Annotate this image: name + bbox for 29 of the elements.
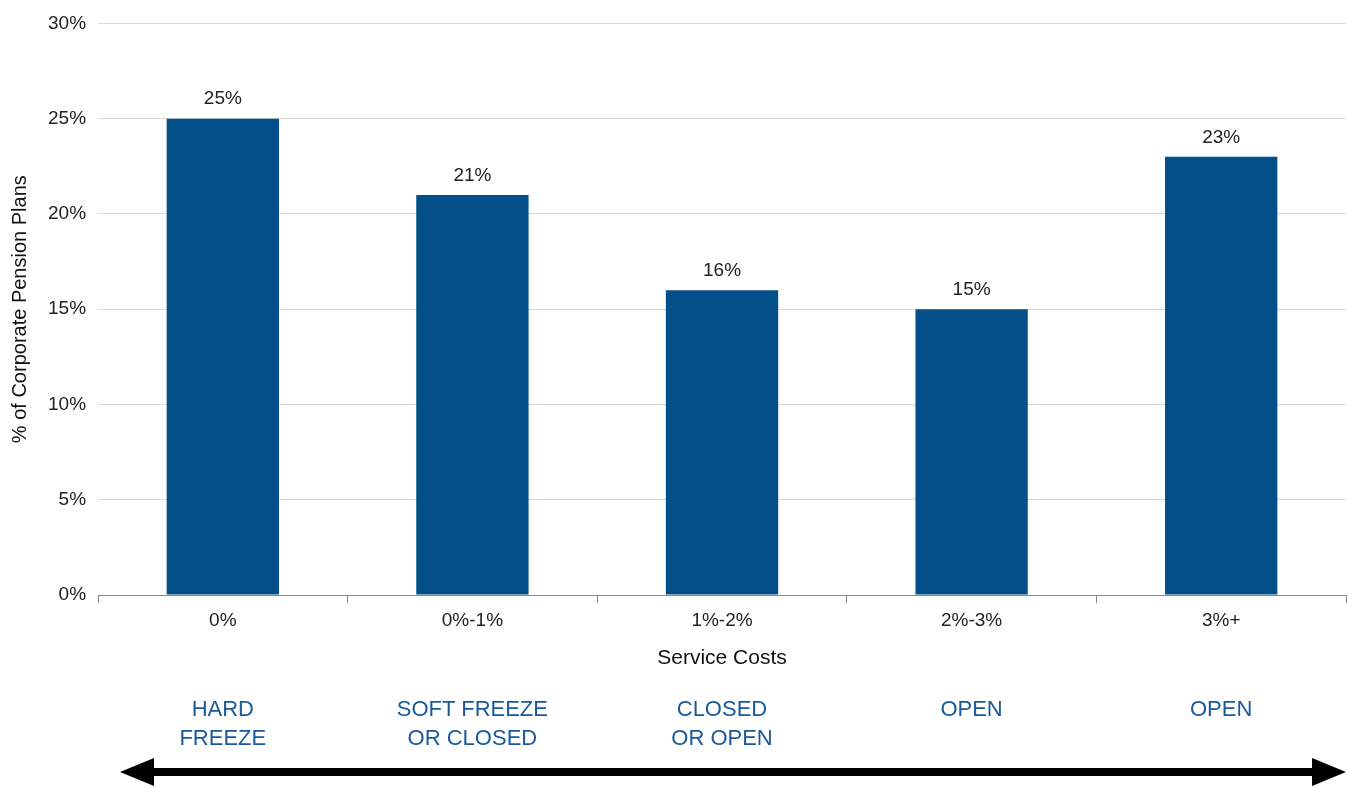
x-tick-label: 2%-3% xyxy=(940,608,1003,630)
x-tick-label: 0% xyxy=(209,608,237,630)
text: CLOSED OR OPEN xyxy=(670,695,774,752)
data-label: 25% xyxy=(203,87,242,109)
x-tick-label: 0%-1% xyxy=(441,608,504,630)
x-axis-title: Service Costs xyxy=(657,645,787,669)
data-label: 21% xyxy=(453,163,492,185)
bar xyxy=(416,194,529,595)
bar xyxy=(1165,156,1278,595)
text: SOFT FREEZE OR CLOSED xyxy=(395,695,549,752)
y-tick-label: 15% xyxy=(48,297,87,319)
x-tick-label: 1%-2% xyxy=(691,608,753,630)
data-label: 16% xyxy=(703,258,742,280)
bar xyxy=(665,290,779,595)
y-tick-label: 5% xyxy=(58,487,87,509)
data-label: 23% xyxy=(1202,125,1241,147)
bar xyxy=(915,309,1028,595)
text: OPEN xyxy=(1189,695,1254,723)
x-tick-label: 3%+ xyxy=(1201,608,1241,630)
text: HARD FREEZE xyxy=(178,695,268,752)
y-tick-label: 25% xyxy=(48,106,87,128)
text: OPEN xyxy=(939,695,1004,723)
bar xyxy=(166,118,279,595)
y-tick-label: 20% xyxy=(48,202,87,224)
y-tick-label: 30% xyxy=(48,11,87,33)
y-tick-label: 10% xyxy=(48,392,87,414)
y-tick-label: 0% xyxy=(58,583,87,605)
data-label: 15% xyxy=(952,277,991,299)
y-axis-title: % of Corporate Pension Plans xyxy=(7,175,30,444)
